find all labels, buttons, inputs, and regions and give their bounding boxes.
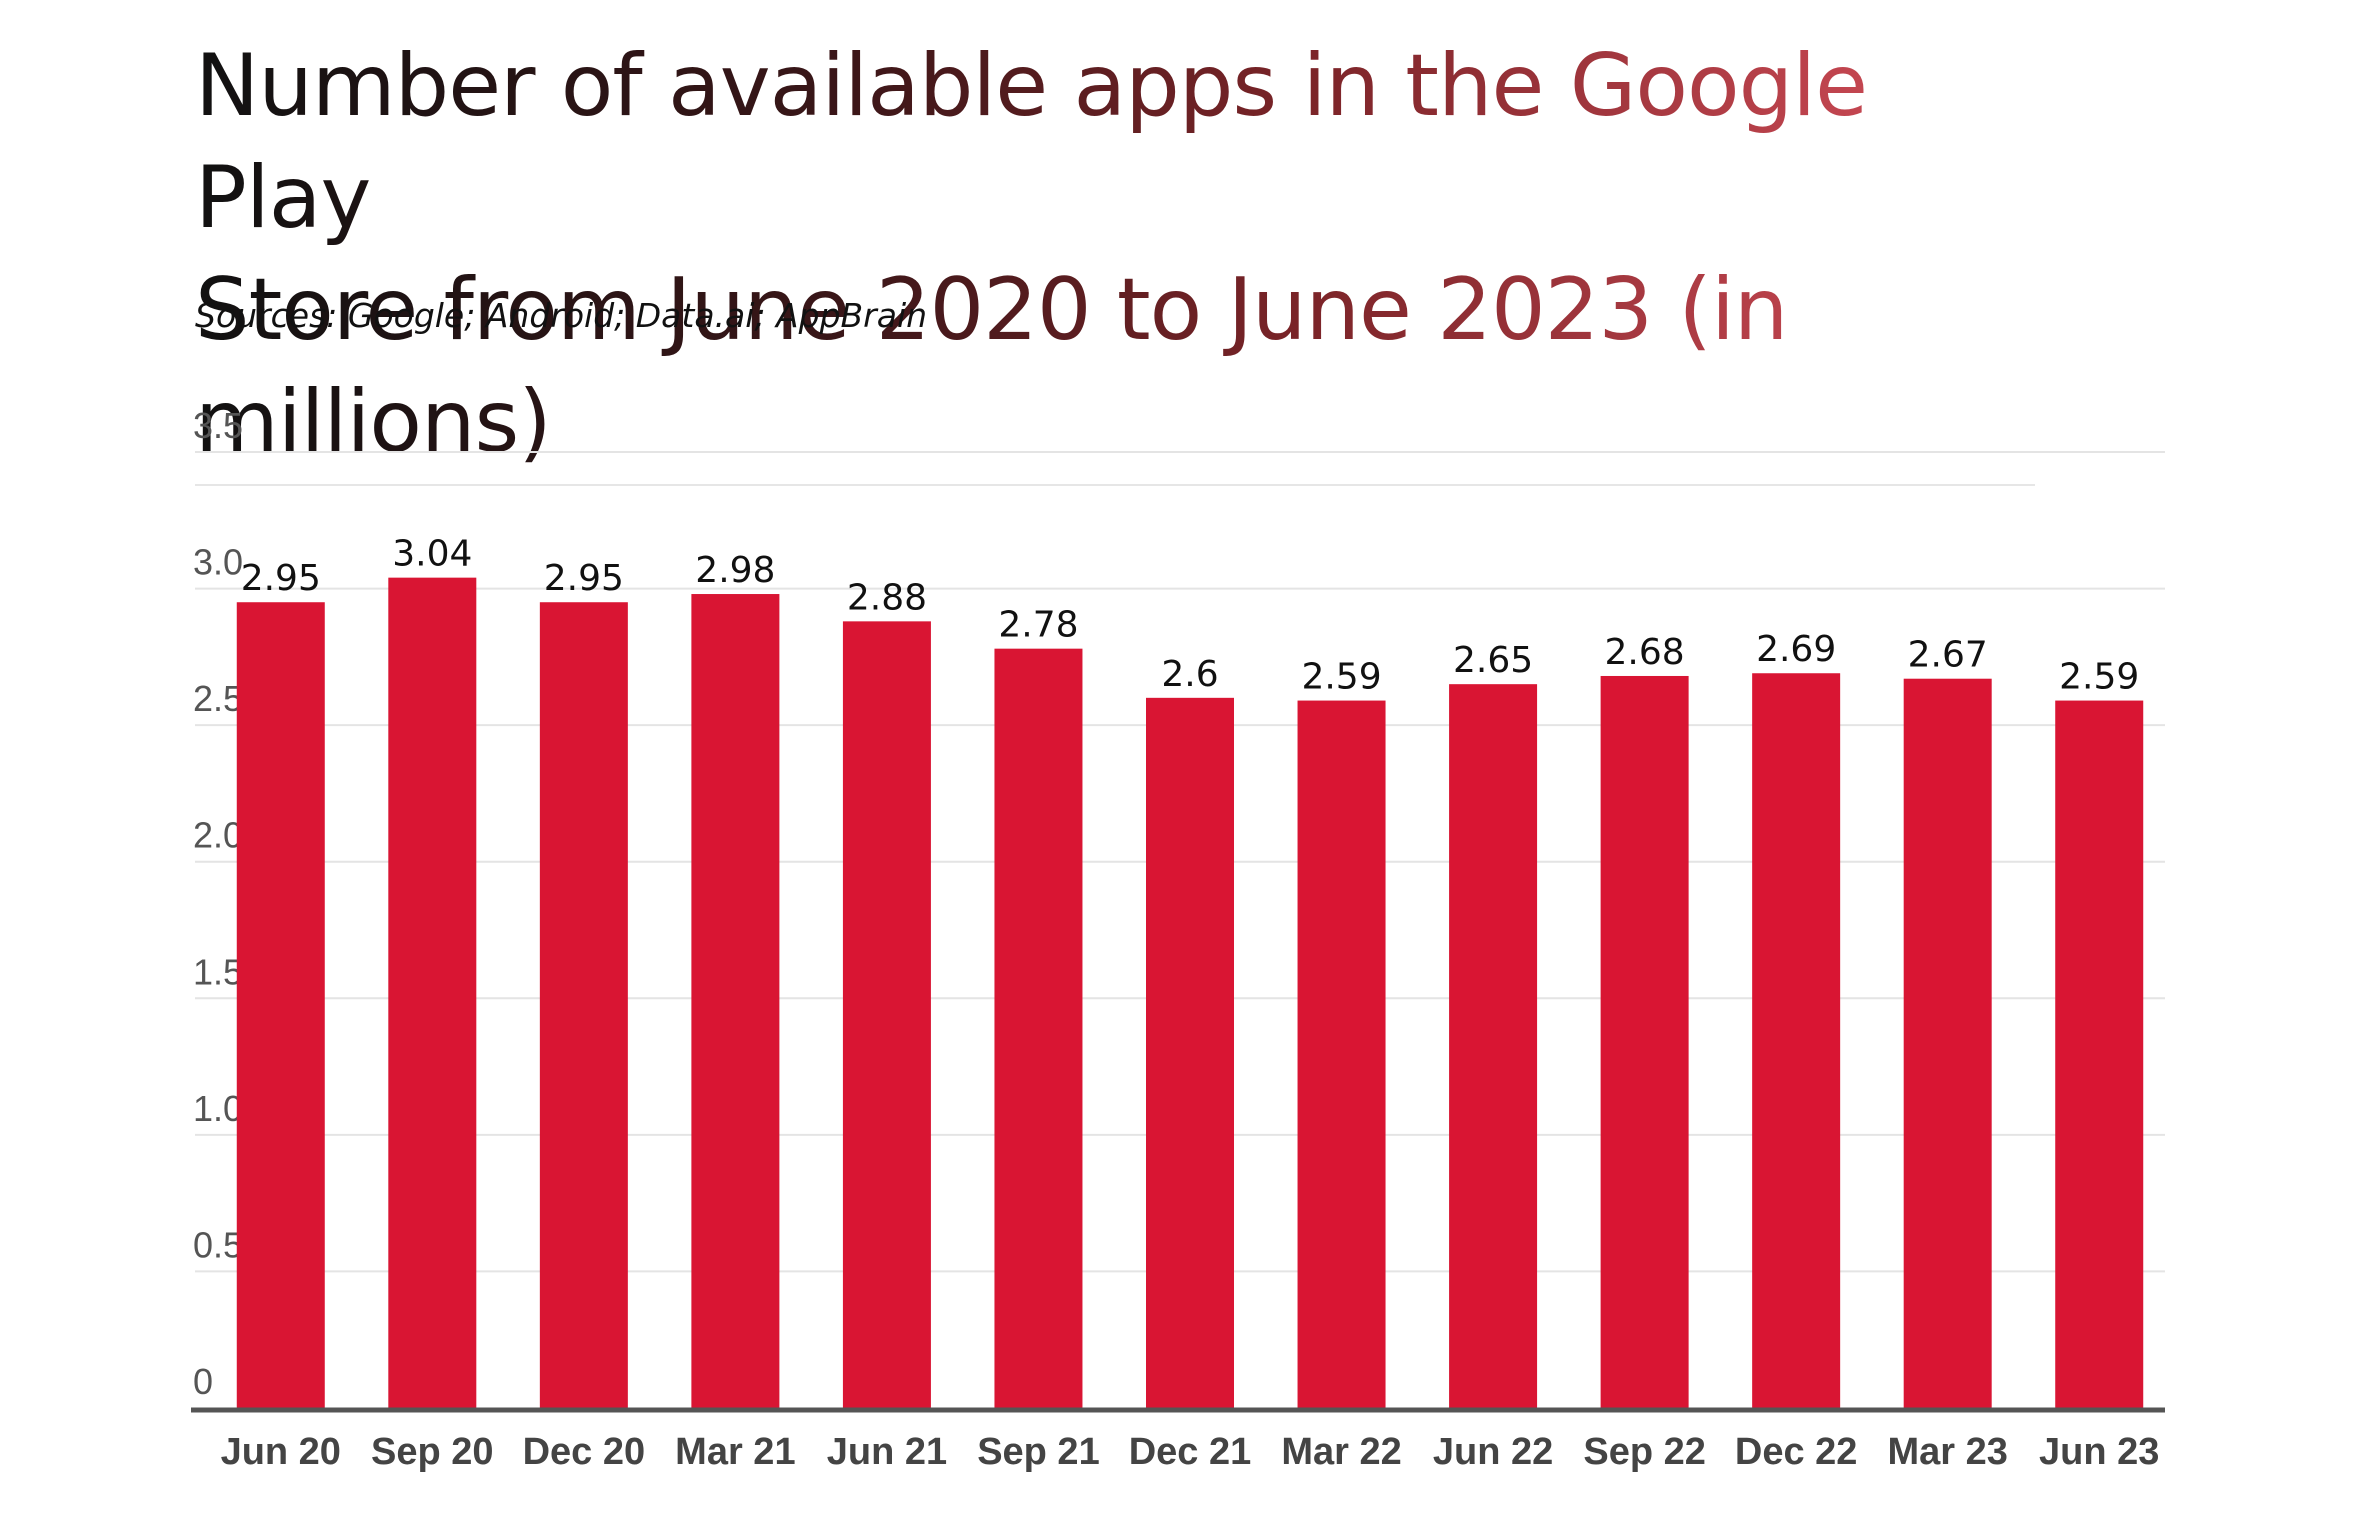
value-label: 2.65 — [1453, 640, 1533, 681]
x-tick-label: Sep 22 — [1583, 1431, 1706, 1473]
bar — [539, 602, 628, 1408]
x-tick-label: Dec 20 — [523, 1431, 646, 1473]
bar-layer — [236, 577, 2144, 1408]
y-tick-label: 3.5 — [193, 405, 243, 446]
y-tick-label: 0.5 — [193, 1224, 243, 1265]
value-label: 2.67 — [1908, 635, 1988, 676]
x-tick-label: Mar 23 — [1887, 1431, 2007, 1473]
value-label: 2.78 — [998, 605, 1078, 646]
bar — [1297, 700, 1386, 1408]
chart-title: Number of available apps in the Google P… — [195, 30, 2035, 486]
bar — [236, 602, 325, 1408]
y-tick-label: 2.0 — [193, 815, 243, 856]
y-tick-label: 1.0 — [193, 1088, 243, 1129]
x-tick-label: Dec 22 — [1735, 1431, 1858, 1473]
value-label: 3.04 — [392, 534, 472, 575]
x-tick-label: Dec 21 — [1129, 1431, 1252, 1473]
value-label: 2.88 — [847, 577, 927, 618]
x-tick-label: Jun 23 — [2039, 1431, 2159, 1473]
value-label: 2.95 — [241, 558, 321, 599]
y-tick-label: 0 — [193, 1361, 213, 1402]
bar — [691, 594, 780, 1408]
value-label: 2.95 — [544, 558, 624, 599]
value-label: 2.98 — [695, 550, 775, 591]
bar — [388, 577, 477, 1408]
bar — [842, 621, 931, 1408]
bar — [1449, 684, 1538, 1408]
value-label: 2.69 — [1756, 629, 1836, 670]
x-tick-label: Jun 21 — [827, 1431, 947, 1473]
bar — [1600, 675, 1689, 1408]
x-tick-label: Jun 20 — [221, 1431, 341, 1473]
value-label: 2.6 — [1161, 654, 1218, 695]
value-label: 2.68 — [1605, 632, 1685, 673]
bar — [1752, 673, 1841, 1408]
bar — [994, 648, 1083, 1408]
bar — [2055, 700, 2144, 1408]
x-tick-label: Jun 22 — [1433, 1431, 1553, 1473]
x-tick-label: Sep 20 — [371, 1431, 494, 1473]
y-tick-label: 2.5 — [193, 678, 243, 719]
y-axis-ticks: 0 0.5 1.0 1.5 2.0 2.5 3.0 3.5 — [193, 405, 243, 1402]
x-axis-ticks: Jun 20 Sep 20 Dec 20 Mar 21 Jun 21 Sep 21 Dec … — [221, 1431, 2160, 1473]
bar — [1903, 678, 1992, 1408]
y-tick-label: 1.5 — [193, 951, 243, 992]
x-tick-label: Sep 21 — [977, 1431, 1100, 1473]
x-tick-label: Mar 21 — [675, 1431, 795, 1473]
bar — [1146, 697, 1234, 1408]
chart-source: Sources: Google; Android; Data.ai; AppBr… — [195, 296, 928, 335]
y-tick-label: 3.0 — [193, 542, 243, 583]
value-label: 2.59 — [1301, 657, 1381, 698]
value-label: 2.59 — [2059, 657, 2139, 698]
value-labels: 2.95 3.04 2.95 2.98 2.88 2.78 2.6 2.59 2.65 2.68 2… — [241, 534, 2140, 698]
x-tick-label: Mar 22 — [1281, 1431, 1401, 1473]
